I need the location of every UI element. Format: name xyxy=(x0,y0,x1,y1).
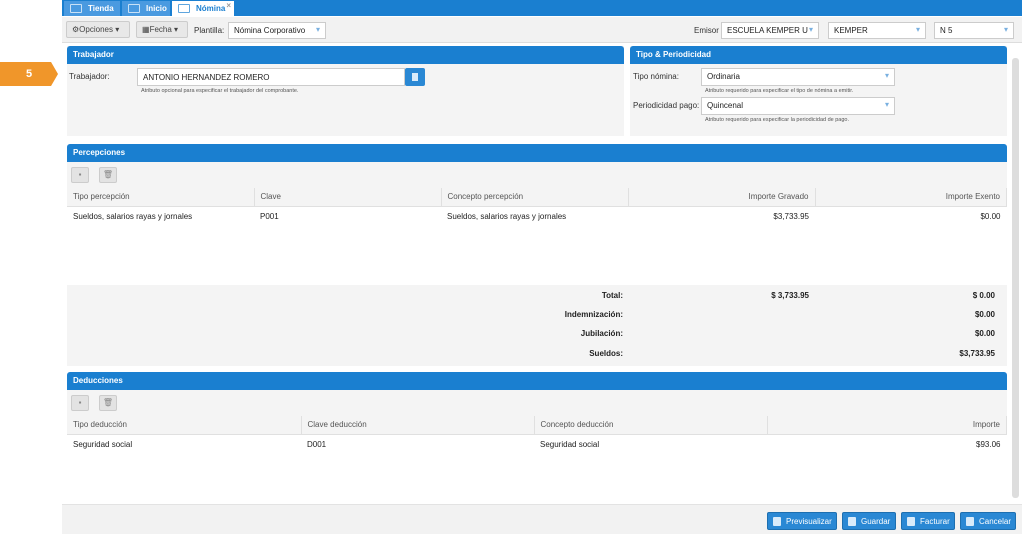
tab-nomina[interactable]: Nómina × xyxy=(172,1,234,16)
trash-icon: 🗑 xyxy=(102,170,114,179)
home-icon xyxy=(128,4,140,13)
plantilla-label: Plantilla: xyxy=(194,26,225,35)
tipo-nomina-select[interactable]: Ordinaria xyxy=(701,68,895,86)
trabajador-panel: Trabajador Trabajador: ANTONIO HERNANDEZ… xyxy=(67,46,624,136)
button-label: Previsualizar xyxy=(786,517,832,526)
fecha-button[interactable]: ▦Fecha ▾ xyxy=(136,21,188,38)
tipo-panel: Tipo & Periodicidad Tipo nómina: Ordinar… xyxy=(630,46,1007,136)
cell: Sueldos, salarios rayas y jornales xyxy=(447,211,567,221)
scrollbar[interactable] xyxy=(1012,50,1019,505)
cell: $3,733.95 xyxy=(773,211,809,221)
delete-percepcion-button[interactable]: 🗑 xyxy=(99,167,117,183)
cell: Seguridad social xyxy=(540,439,600,449)
tab-tienda[interactable]: Tienda xyxy=(64,1,120,16)
save-icon xyxy=(848,517,856,526)
trabajador-hint: Atributo opcional para especificar el tr… xyxy=(141,88,299,94)
step-badge: 5 xyxy=(0,62,58,86)
panel-title: Tipo & Periodicidad xyxy=(630,46,1007,64)
trash-icon: 🗑 xyxy=(102,398,114,407)
deducciones-panel: Deducciones ▪ 🗑 Tipo deducción Clave dedu… xyxy=(67,372,1007,506)
cell: $0.00 xyxy=(980,211,1001,221)
column-header[interactable]: Importe Exento xyxy=(815,188,1007,207)
column-header[interactable]: Clave deducción xyxy=(301,416,535,435)
document-icon: ▪ xyxy=(78,398,82,407)
indemnizacion-value: $0.00 xyxy=(974,310,995,319)
tab-bar: Tienda Inicio Nómina × xyxy=(62,0,1022,16)
delete-deduccion-button[interactable]: 🗑 xyxy=(99,395,117,411)
tab-label: Inicio xyxy=(146,4,167,13)
total-exento: $ 0.00 xyxy=(972,291,995,300)
column-header[interactable]: Concepto deducción xyxy=(534,416,768,435)
close-icon[interactable]: × xyxy=(226,1,231,10)
tab-label: Tienda xyxy=(88,4,114,13)
cell: D001 xyxy=(307,439,327,449)
cancelar-button[interactable]: Cancelar xyxy=(960,512,1016,530)
percepciones-totals: Total: $ 3,733.95 $ 0.00 Indemnización: … xyxy=(67,285,1007,366)
trabajador-input[interactable]: ANTONIO HERNANDEZ ROMERO xyxy=(137,68,405,86)
emisor-label: Emisor xyxy=(694,26,719,35)
sueldos-label: Sueldos: xyxy=(589,349,623,358)
cell: $93.06 xyxy=(976,439,1001,449)
column-header[interactable]: Tipo deducción xyxy=(67,416,302,435)
panel-title: Deducciones xyxy=(67,372,1007,390)
emisor-select[interactable]: ESCUELA KEMPER U xyxy=(721,22,819,39)
jubilacion-label: Jubilación: xyxy=(580,329,623,338)
gear-icon: ⚙ xyxy=(72,25,80,34)
previsualizar-button[interactable]: Previsualizar xyxy=(767,512,837,530)
toolbar: ⚙Opciones ▾ ▦Fecha ▾ Plantilla: Nómina C… xyxy=(62,17,1022,43)
button-label: Guardar xyxy=(861,517,891,526)
opciones-button[interactable]: ⚙Opciones ▾ xyxy=(66,21,130,38)
opciones-label: Opciones xyxy=(79,25,113,34)
cancel-icon xyxy=(966,517,974,526)
tab-inicio[interactable]: Inicio xyxy=(122,1,170,16)
tab-label: Nómina xyxy=(196,4,226,13)
indemnizacion-label: Indemnización: xyxy=(564,310,623,319)
step-number: 5 xyxy=(25,68,33,80)
periodicidad-label: Periodicidad pago: xyxy=(633,101,700,110)
periodicidad-select[interactable]: Quincenal xyxy=(701,97,895,115)
button-label: Cancelar xyxy=(979,517,1012,526)
document-icon: ▪ xyxy=(78,170,82,179)
document-icon xyxy=(178,4,190,13)
tipo-hint: Atributo requerido para especificar el t… xyxy=(705,88,854,94)
plantilla-select[interactable]: Nómina Corporativo xyxy=(228,22,326,39)
document-icon xyxy=(412,73,418,81)
table-row[interactable]: Seguridad social D001 Seguridad social $93.… xyxy=(67,434,1007,454)
column-header[interactable]: Clave xyxy=(254,188,442,207)
cell: P001 xyxy=(260,211,279,221)
column-header[interactable]: Importe xyxy=(767,416,1007,435)
store-icon xyxy=(70,4,82,13)
jubilacion-value: $0.00 xyxy=(974,329,995,338)
add-percepcion-button[interactable]: ▪ xyxy=(71,167,89,183)
search-trabajador-button[interactable] xyxy=(405,68,425,86)
percepciones-table: Tipo percepción Clave Concepto percepción I… xyxy=(67,188,1007,226)
fecha-label: Fecha xyxy=(149,25,172,34)
invoice-icon xyxy=(907,517,915,526)
deducciones-table: Tipo deducción Clave deducción Concepto de… xyxy=(67,416,1007,454)
table-row[interactable]: Sueldos, salarios rayas y jornales P001 Su… xyxy=(67,206,1007,226)
add-deduccion-button[interactable]: ▪ xyxy=(71,395,89,411)
panel-title: Trabajador xyxy=(67,46,624,64)
sueldos-value: $3,733.95 xyxy=(959,349,995,358)
calendar-icon: ▦ xyxy=(142,25,150,34)
column-header[interactable]: Concepto percepción xyxy=(441,188,629,207)
facturar-button[interactable]: Facturar xyxy=(901,512,955,530)
cell: Sueldos, salarios rayas y jornales xyxy=(73,211,193,221)
trabajador-label: Trabajador: xyxy=(69,72,110,81)
guardar-button[interactable]: Guardar xyxy=(842,512,896,530)
column-header[interactable]: Tipo percepción xyxy=(67,188,255,207)
periodicidad-hint: Atributo requerido para especificar la p… xyxy=(705,117,850,123)
cell: Seguridad social xyxy=(73,439,133,449)
preview-icon xyxy=(773,517,781,526)
tipo-nomina-label: Tipo nómina: xyxy=(633,72,679,81)
column-header[interactable]: Importe Gravado xyxy=(628,188,816,207)
serie-select[interactable]: N 5 xyxy=(934,22,1014,39)
percepciones-panel: Percepciones ▪ 🗑 Tipo percepción Clave Con… xyxy=(67,144,1007,366)
panel-title: Percepciones xyxy=(67,144,1007,162)
sucursal-select[interactable]: KEMPER xyxy=(828,22,926,39)
total-label: Total: xyxy=(601,291,623,300)
button-label: Facturar xyxy=(920,517,950,526)
total-gravado: $ 3,733.95 xyxy=(771,291,809,300)
